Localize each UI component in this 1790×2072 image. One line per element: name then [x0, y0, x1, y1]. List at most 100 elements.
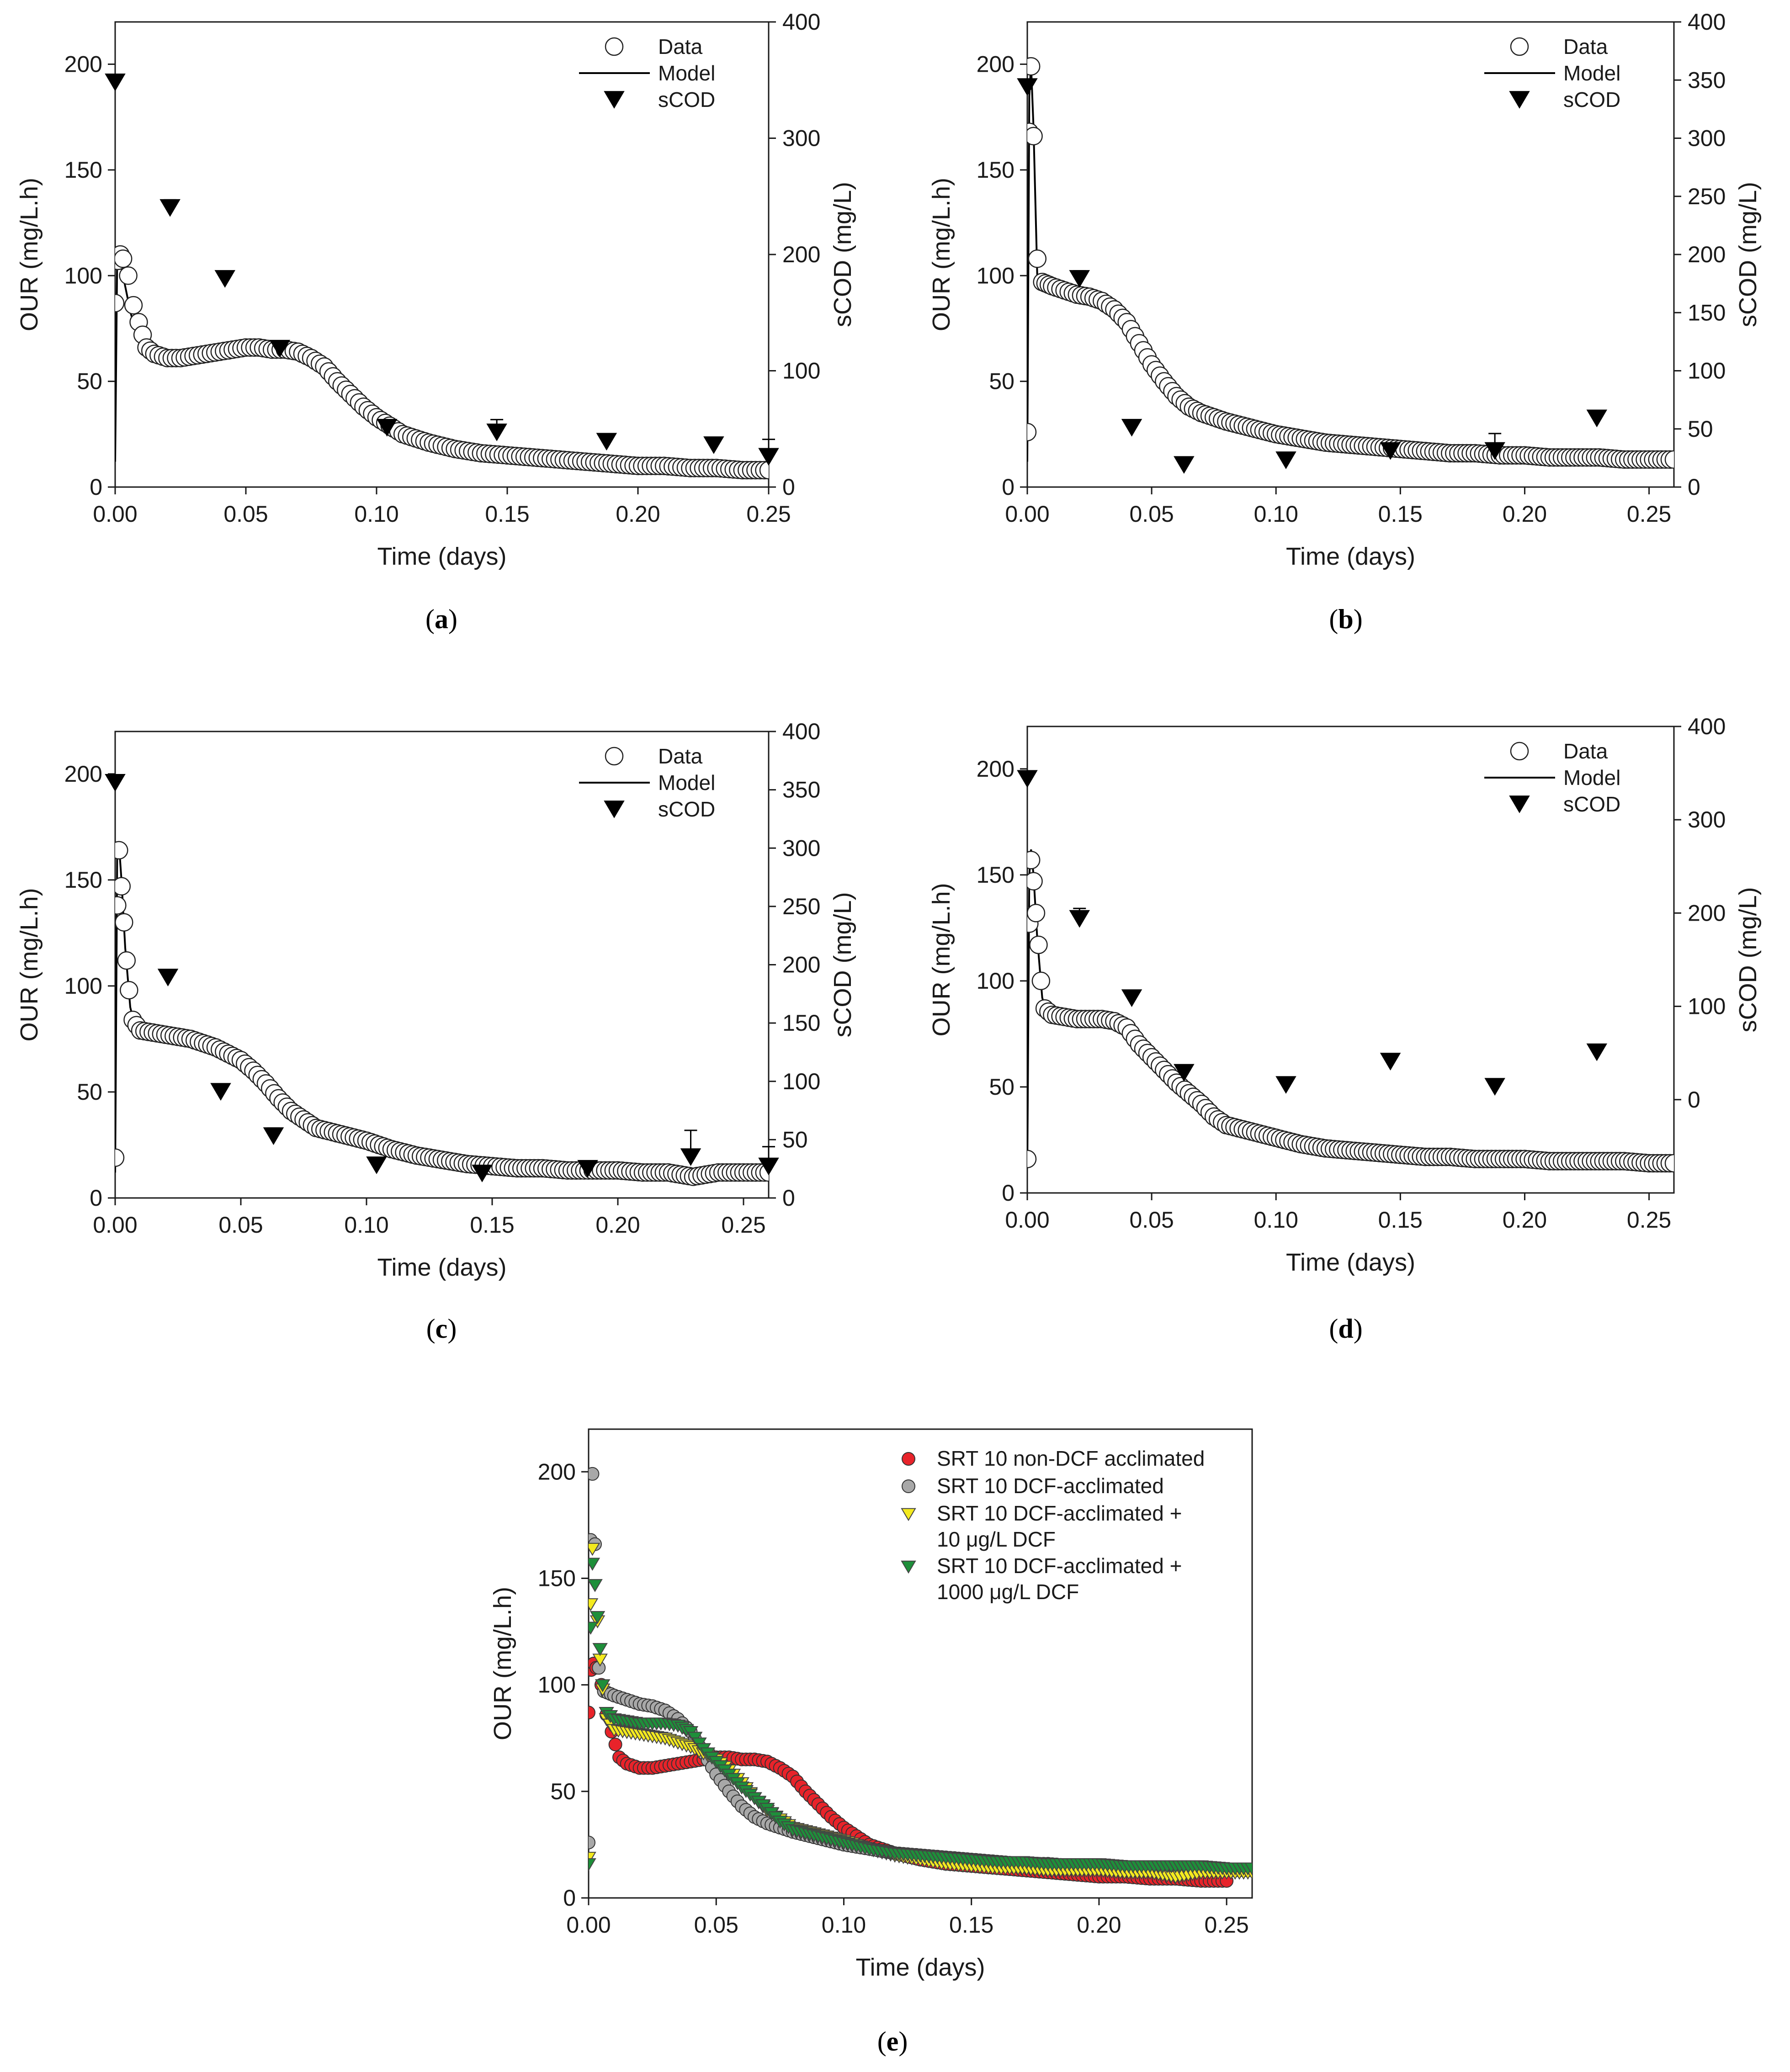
caption-part: (	[426, 1314, 436, 1344]
legend: SRT 10 non-DCF acclimated SRT 10 DCF-accl…	[901, 1447, 1205, 1604]
x-tick-label: 0.15	[1378, 501, 1423, 527]
caption-e: (e)	[877, 2026, 908, 2056]
x-axis-title: Time (days)	[855, 1954, 985, 1981]
scod-point	[377, 419, 398, 437]
plot-area	[589, 1467, 1252, 1888]
y-tick-label: 100	[64, 263, 102, 288]
scod-point	[159, 199, 181, 217]
scod-point	[1069, 910, 1090, 928]
caption-part: )	[1354, 1314, 1363, 1344]
y-tick-label: 200	[977, 52, 1015, 77]
our-data-point	[115, 249, 133, 268]
chart-panel-d: 0.00 0.05 0.10 0.15 0.20 0.25 0 50 100 150 200 0 100…	[928, 714, 1762, 1276]
y-axis-title: OUR (mg/L.h)	[16, 178, 43, 331]
legend-label-model: Model	[658, 61, 715, 85]
x-tick-label: 0.05	[694, 1912, 738, 1938]
x-axis-title: Time (days)	[1286, 1249, 1415, 1276]
our-data-point	[1027, 851, 1041, 869]
caption-part: )	[1354, 604, 1363, 634]
legend-label-data: Data	[658, 744, 703, 768]
y2-tick-label: 0	[1688, 1087, 1700, 1113]
x-tick-label: 0.10	[1254, 1207, 1298, 1233]
y2-tick-label: 50	[782, 1127, 808, 1152]
x-tick-label: 0.00	[93, 1212, 137, 1238]
y2-tick-label: 0	[782, 474, 795, 500]
legend-label-scod: sCOD	[1563, 792, 1620, 816]
y2-axis-title: sCOD (mg/L)	[1734, 887, 1762, 1032]
x-tick-label: 0.25	[721, 1212, 765, 1238]
our-data-point	[115, 841, 128, 860]
caption-part: d	[1338, 1314, 1353, 1344]
y2-tick-label: 350	[782, 777, 820, 803]
x-tick-label: 0.00	[1005, 1207, 1049, 1233]
scod-point	[1380, 1053, 1401, 1070]
y2-tick-label: 100	[782, 358, 820, 384]
series-3-point	[1244, 1862, 1252, 1876]
legend-label-0: SRT 10 non-DCF acclimated	[937, 1447, 1205, 1470]
caption-part: (	[1329, 1314, 1338, 1344]
x-tick-label: 0.15	[949, 1912, 993, 1938]
legend-label-scod: sCOD	[1563, 88, 1620, 111]
caption-part: (	[877, 2026, 887, 2056]
scod-point	[1586, 409, 1608, 428]
scod-point	[1121, 989, 1142, 1007]
scod-point	[214, 270, 235, 288]
x-axis-title: Time (days)	[377, 543, 506, 570]
legend-data-marker	[1510, 37, 1529, 56]
y-tick-label: 200	[977, 756, 1015, 782]
caption-a: (a)	[425, 604, 457, 634]
chart-panel-e: 0.00 0.05 0.10 0.15 0.20 0.25 0 50 100 150 200 Time…	[489, 1428, 1253, 1981]
y2-axis-title: sCOD (mg/L)	[829, 892, 856, 1037]
y-axis-title: OUR (mg/L.h)	[928, 178, 955, 331]
scod-point	[1017, 770, 1038, 788]
series-0-point	[589, 1706, 595, 1720]
y-tick-label: 200	[64, 761, 102, 787]
chart-panel-b: 0.00 0.05 0.10 0.15 0.20 0.25 0 50 100 150 200 0 50 1…	[928, 9, 1762, 570]
legend-label-data: Data	[1563, 739, 1608, 763]
y-tick-label: 100	[977, 968, 1015, 994]
x-tick-label: 0.15	[485, 501, 529, 527]
legend-label-2: SRT 10 DCF-acclimated +	[937, 1501, 1182, 1525]
y-tick-label: 150	[977, 157, 1015, 183]
plot-area	[115, 841, 769, 1186]
scod-point	[157, 969, 179, 986]
y2-tick-label: 200	[1688, 900, 1726, 926]
y-axis-title: OUR (mg/L.h)	[16, 888, 43, 1041]
our-data-point	[1027, 1150, 1037, 1168]
our-data-point	[1031, 971, 1051, 991]
y-tick-label: 50	[77, 1079, 102, 1105]
y-tick-label: 150	[977, 862, 1015, 888]
caption-part: (	[1329, 604, 1338, 634]
our-data-point	[1028, 249, 1047, 268]
y-tick-label: 150	[64, 157, 102, 183]
y-tick-label: 0	[90, 1185, 102, 1211]
scod-point	[1174, 456, 1195, 474]
y-tick-label: 100	[64, 973, 102, 999]
our-data-point	[115, 1148, 125, 1167]
caption-c: (c)	[426, 1314, 457, 1344]
scod-point	[1069, 270, 1090, 288]
y2-tick-label: 0	[1688, 474, 1700, 500]
x-tick-label: 0.25	[1627, 501, 1671, 527]
x-axis-title: Time (days)	[1286, 543, 1415, 570]
y2-tick-label: 200	[782, 952, 820, 978]
our-data-point	[1027, 872, 1043, 891]
y2-tick-label: 150	[782, 1010, 820, 1036]
scod-point	[486, 424, 507, 441]
y2-tick-label: 200	[782, 242, 820, 267]
x-tick-label: 0.05	[1129, 501, 1174, 527]
x-tick-label: 0.25	[1204, 1912, 1248, 1938]
series-2-point	[589, 1598, 599, 1611]
legend-label-scod: sCOD	[658, 797, 715, 821]
scod-point	[680, 1148, 701, 1166]
plot-area	[1027, 849, 1674, 1173]
legend-data-marker	[605, 747, 624, 766]
scod-point	[703, 436, 724, 454]
y2-tick-label: 300	[782, 835, 820, 861]
legend-marker-2	[901, 1508, 916, 1521]
legend-label-data: Data	[1563, 35, 1608, 58]
legend-label-model: Model	[658, 771, 715, 795]
legend-label-2: 10 μg/L DCF	[937, 1527, 1056, 1551]
legend-label-scod: sCOD	[658, 88, 715, 111]
caption-part: )	[448, 604, 457, 634]
